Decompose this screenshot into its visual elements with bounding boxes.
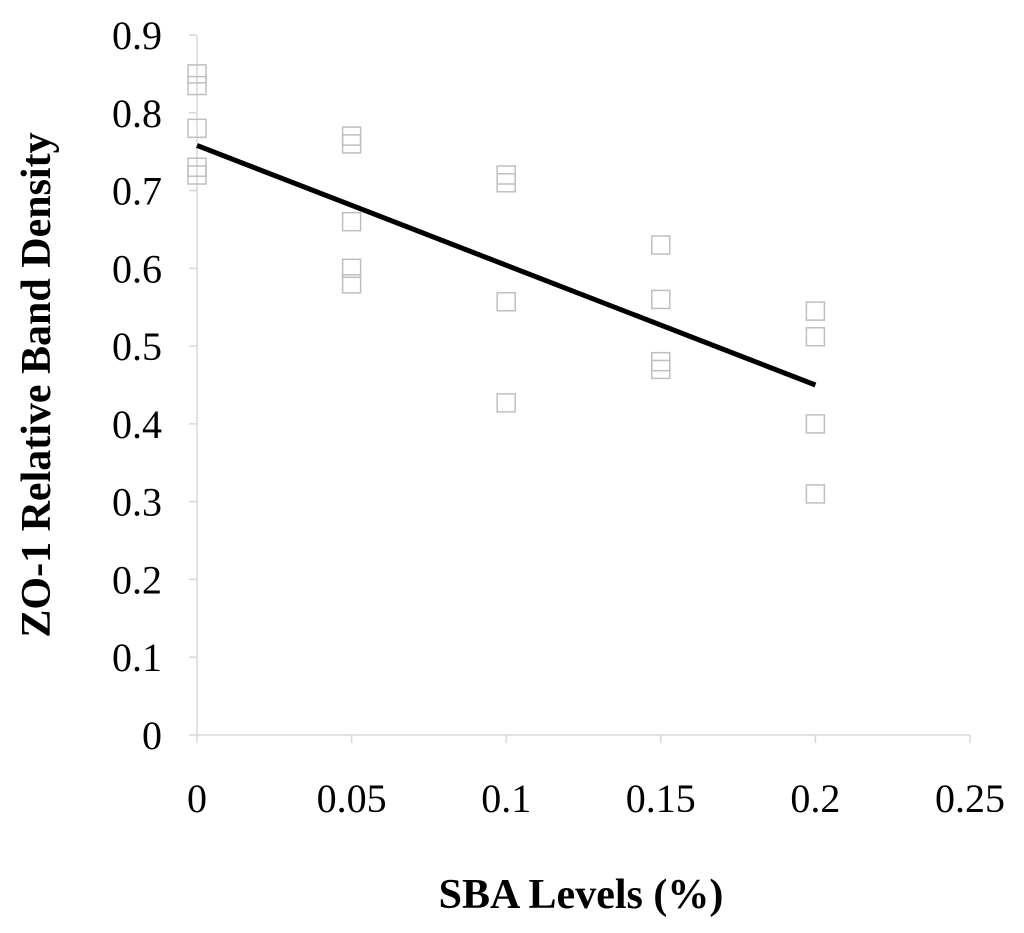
- x-axis-title: SBA Levels (%): [439, 872, 724, 918]
- axes: [196, 35, 970, 736]
- x-tick-label: 0.25: [935, 776, 1005, 821]
- data-point-marker: [651, 359, 671, 380]
- data-point-marker: [651, 289, 671, 310]
- data-point-marker: [496, 165, 516, 185]
- y-axis-ticks: 0 0.1 0.2 0.3 0.4 0.5 0.6 0.7 0.8 0.9: [112, 13, 197, 758]
- y-tick-label: 0.1: [112, 635, 162, 680]
- trendline: [196, 143, 817, 388]
- data-point-marker: [651, 235, 671, 255]
- x-tick-label: 0.05: [317, 776, 387, 821]
- data-point-marker: [187, 64, 207, 84]
- data-point-marker: [341, 274, 362, 294]
- data-point-marker: [651, 351, 671, 372]
- data-point-marker: [496, 292, 516, 312]
- x-tick-label: 0.15: [626, 776, 696, 821]
- y-tick-label: 0.8: [112, 91, 162, 136]
- y-tick-label: 0.9: [112, 13, 162, 58]
- x-tick-label: 0: [187, 776, 207, 821]
- data-point-marker: [496, 173, 516, 193]
- y-tick-label: 0.5: [112, 324, 162, 369]
- y-tick-label: 0.7: [112, 169, 162, 214]
- y-tick-label: 0.4: [112, 402, 162, 447]
- data-points: [187, 64, 826, 504]
- x-tick-label: 0.1: [481, 776, 531, 821]
- y-tick-label: 0.6: [112, 246, 162, 291]
- data-point-marker: [341, 126, 362, 146]
- data-point-marker: [341, 258, 362, 279]
- y-tick-label: 0: [142, 713, 162, 758]
- data-point-marker: [187, 165, 207, 185]
- x-tick-label: 0.2: [790, 776, 840, 821]
- data-point-marker: [341, 211, 362, 232]
- data-point-marker: [805, 327, 826, 347]
- data-point-marker: [187, 118, 207, 139]
- x-axis-ticks: 0 0.05 0.1 0.15 0.2 0.25: [187, 735, 1005, 821]
- y-tick-label: 0.2: [112, 557, 162, 602]
- data-point-marker: [805, 414, 826, 434]
- trendline-group: [196, 143, 817, 388]
- data-point-marker: [341, 134, 362, 154]
- y-tick-label: 0.3: [112, 480, 162, 525]
- data-point-marker: [496, 393, 516, 413]
- y-axis-title: ZO-1 Relative Band Density: [14, 132, 60, 637]
- data-point-marker: [805, 484, 826, 504]
- data-point-marker: [187, 75, 207, 96]
- data-point-marker: [805, 301, 826, 321]
